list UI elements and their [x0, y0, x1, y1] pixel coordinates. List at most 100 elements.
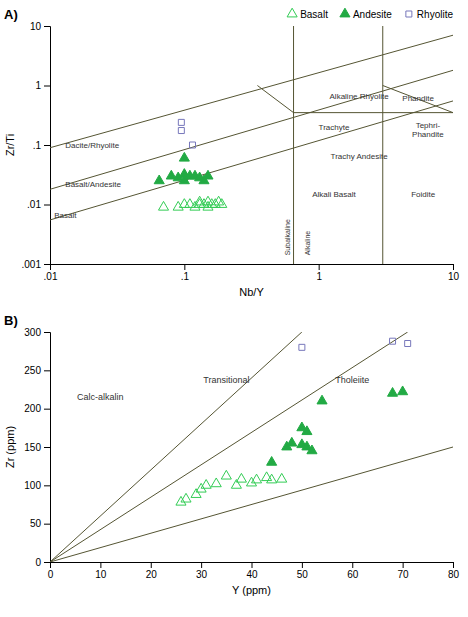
- legend-item: Andesite: [340, 8, 392, 19]
- x-tick-label: 30: [196, 569, 208, 580]
- boundary-line: [294, 112, 453, 113]
- y-tick-label: .1: [33, 140, 42, 151]
- x-tick-label: 40: [246, 569, 258, 580]
- y-tick-mark: [44, 447, 50, 448]
- y-tick: 0: [35, 557, 50, 568]
- legend-symbol: [287, 8, 297, 17]
- point: [176, 496, 186, 505]
- point: [211, 478, 221, 487]
- y-tick-mark: [44, 86, 50, 87]
- y-tick-mark: [44, 485, 50, 486]
- y-tick: 250: [24, 365, 50, 376]
- x-tick-mark: [403, 562, 404, 568]
- y-tick: 50: [30, 518, 50, 529]
- point: [231, 480, 241, 489]
- x-tick-label: 0: [48, 569, 54, 580]
- boundary-line: [50, 35, 453, 148]
- point: [158, 201, 168, 210]
- boundary-line: [50, 332, 302, 562]
- field-label-line: Phandite: [412, 130, 444, 139]
- x-tick-label: 10: [448, 271, 460, 282]
- x-tick: .01: [44, 264, 58, 282]
- x-tick: .1: [181, 264, 190, 282]
- y-tick-label: 50: [30, 518, 42, 529]
- x-tick-label: .01: [44, 271, 58, 282]
- point: [201, 480, 211, 489]
- legend-label: Andesite: [353, 9, 392, 20]
- x-tick-mark: [352, 562, 353, 568]
- point: [390, 338, 396, 344]
- y-tick-mark: [44, 26, 50, 27]
- point: [299, 344, 305, 350]
- y-axis: .001 .01 .1 1 10: [22, 21, 51, 270]
- field-labels: Alkaline RhyoliteTrachytePhanditeTephri-…: [54, 92, 444, 255]
- field-label: Tephri-Phandite: [412, 121, 444, 139]
- legend-label: Basalt: [300, 9, 328, 20]
- point: [267, 457, 277, 466]
- panel: 01020304050607080050100150200250300Calc-…: [4, 313, 459, 597]
- panel-title: A): [4, 7, 18, 22]
- y-tick-label: 10: [30, 21, 42, 32]
- point: [154, 175, 164, 184]
- point: [190, 201, 200, 210]
- y-tick: 1: [35, 80, 50, 91]
- x-tick-label: 80: [448, 569, 460, 580]
- y-tick-label: 250: [24, 365, 41, 376]
- point: [307, 445, 317, 454]
- point: [203, 170, 213, 179]
- y-tick: 150: [24, 442, 50, 453]
- y-axis-title: Zr/Ti: [4, 134, 16, 156]
- x-tick: 0: [48, 562, 54, 580]
- y-tick-label: 100: [24, 480, 41, 491]
- legend: Basalt Andesite Rhyolite: [287, 8, 453, 19]
- y-tick-label: 200: [24, 403, 41, 414]
- x-tick-label: 10: [95, 569, 107, 580]
- y-tick-label: .001: [22, 259, 42, 270]
- field-label: Alkaline Rhyolite: [330, 92, 390, 101]
- y-tick: 10: [30, 21, 50, 32]
- x-tick: 40: [246, 562, 258, 580]
- x-axis-title: Y (ppm): [232, 584, 271, 596]
- legend-item: Basalt: [287, 8, 328, 19]
- point: [236, 473, 246, 482]
- x-tick-label: 70: [398, 569, 410, 580]
- point: [181, 493, 191, 502]
- field-label: Trachy Andesite: [331, 152, 389, 161]
- x-tick: 30: [196, 562, 208, 580]
- point: [405, 341, 411, 347]
- x-tick-mark: [201, 562, 202, 568]
- x-tick-mark: [302, 562, 303, 568]
- field-label: Basalt: [54, 211, 77, 220]
- x-tick-mark: [319, 264, 320, 270]
- x-axis: 01020304050607080: [48, 562, 460, 580]
- boundary-line: [50, 332, 408, 562]
- y-tick: .1: [33, 140, 50, 151]
- boundary-line: [257, 86, 293, 113]
- point: [191, 489, 201, 498]
- legend-symbol: [406, 11, 412, 17]
- x-tick-mark: [453, 264, 454, 270]
- x-tick: 1: [316, 264, 322, 282]
- legend-item: Rhyolite: [406, 9, 454, 20]
- field-label: Alkaline: [304, 231, 311, 256]
- y-tick-label: .01: [27, 199, 41, 210]
- boundary-vline: [293, 26, 294, 264]
- x-tick-mark: [100, 562, 101, 568]
- x-tick: 70: [398, 562, 410, 580]
- field-label: Dacite/Rhyolite: [65, 141, 119, 150]
- boundary-line: [50, 101, 453, 220]
- y-tick-mark: [44, 332, 50, 333]
- y-tick-mark: [44, 370, 50, 371]
- point: [317, 395, 327, 404]
- x-tick-label: 50: [297, 569, 309, 580]
- y-tick-mark: [44, 264, 50, 265]
- point: [185, 199, 195, 208]
- y-tick-mark: [44, 409, 50, 410]
- panel-title: B): [4, 313, 18, 328]
- point: [267, 474, 277, 483]
- y-tick-label: 0: [35, 557, 41, 568]
- point: [302, 426, 312, 435]
- y-tick-mark: [44, 562, 50, 563]
- field-label-line: Tephri-: [416, 121, 441, 130]
- field-label: Basalt/Andesite: [65, 180, 121, 189]
